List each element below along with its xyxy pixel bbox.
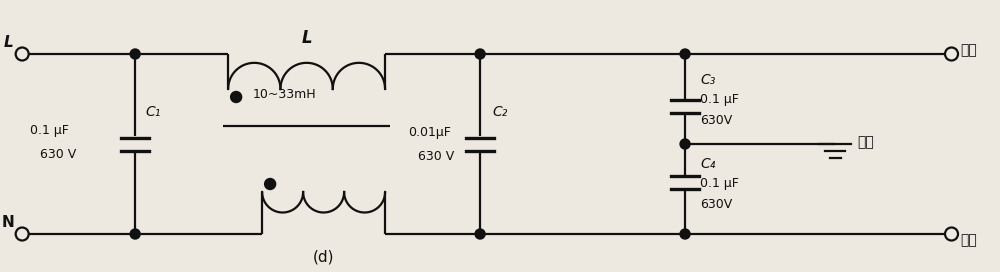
Circle shape [680, 229, 690, 239]
Text: 630 V: 630 V [40, 147, 76, 160]
Text: N: N [2, 215, 15, 230]
Text: C₃: C₃ [700, 73, 715, 87]
Text: 630 V: 630 V [418, 150, 454, 162]
Text: 10~33mH: 10~33mH [253, 88, 317, 100]
Circle shape [265, 178, 276, 190]
Text: L: L [3, 35, 13, 50]
Text: 630V: 630V [700, 197, 732, 211]
Circle shape [130, 229, 140, 239]
Text: 0.01μF: 0.01μF [408, 125, 451, 138]
Text: L: L [301, 29, 312, 47]
Text: 大地: 大地 [857, 135, 874, 149]
Text: 0.1 μF: 0.1 μF [700, 178, 739, 190]
Circle shape [680, 49, 690, 59]
Text: (d): (d) [313, 250, 334, 265]
Text: 0.1 μF: 0.1 μF [700, 94, 739, 107]
Circle shape [475, 229, 485, 239]
Circle shape [475, 49, 485, 59]
Text: C₂: C₂ [492, 105, 507, 119]
Text: C₁: C₁ [145, 105, 161, 119]
Circle shape [130, 49, 140, 59]
Text: C₄: C₄ [700, 157, 715, 171]
Text: 0.1 μF: 0.1 μF [30, 123, 69, 137]
Text: 630V: 630V [700, 113, 732, 126]
Text: 输出: 输出 [960, 233, 977, 247]
Circle shape [680, 139, 690, 149]
Text: 输出: 输出 [960, 43, 977, 57]
Circle shape [231, 91, 242, 103]
